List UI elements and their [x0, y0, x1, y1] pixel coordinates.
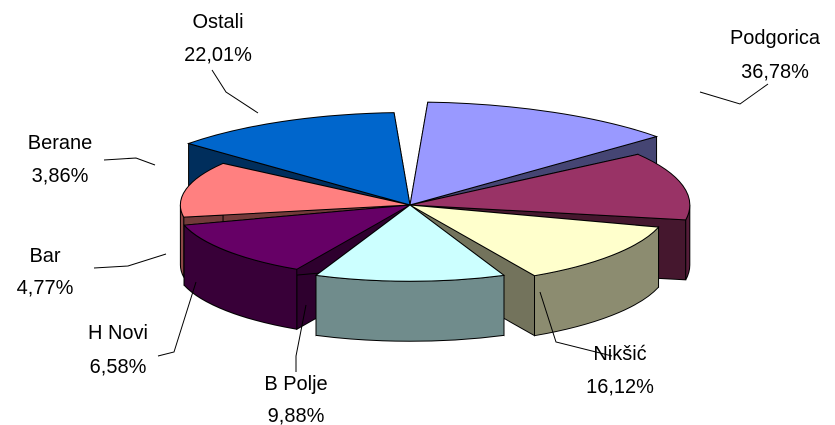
slice-label-h-novi: H Novi	[88, 322, 148, 344]
leader-line-berane	[103, 157, 156, 166]
slice-value-nik-i-: 16,12%	[586, 376, 654, 398]
leader-line-podgorica	[699, 83, 769, 105]
pie-slice-top	[314, 204, 506, 282]
pie-slice-top	[183, 204, 411, 270]
slice-label-nik-i-: Nikšić	[593, 343, 646, 365]
slice-label-bar: Bar	[29, 245, 60, 267]
leader-line-ostali	[211, 69, 259, 114]
pie-slice-top	[179, 162, 411, 218]
slice-label-b-polje: B Polje	[264, 373, 327, 395]
pie-slice-top	[186, 112, 411, 206]
slice-value-b-polje: 9,88%	[268, 405, 325, 425]
slice-value-h-novi: 6,58%	[90, 356, 147, 378]
slice-value-berane: 3,86%	[32, 165, 89, 187]
pie-slice-top	[409, 204, 660, 277]
leader-line-h-novi	[157, 281, 197, 357]
pie-slice-side	[315, 274, 505, 342]
pie-slice-h-novi	[314, 204, 506, 342]
leader-line-nik-i-	[539, 291, 613, 357]
slice-label-berane: Berane	[28, 132, 93, 154]
leader-line-bar	[93, 253, 167, 269]
pie-slice-top	[409, 153, 691, 221]
slice-labels: Podgorica 36,78% Nikšić 16,12% B Polje 9,88% H…	[17, 11, 821, 425]
pie-slices	[179, 101, 691, 342]
pie-slice-top	[409, 101, 659, 206]
slice-value-ostali: 22,01%	[184, 44, 252, 66]
slice-value-bar: 4,77%	[17, 277, 74, 299]
leader-line-b-polje	[295, 304, 307, 372]
slice-label-ostali: Ostali	[192, 11, 243, 33]
slice-label-podgorica: Podgorica	[730, 27, 821, 49]
slice-value-podgorica: 36,78%	[741, 61, 809, 83]
